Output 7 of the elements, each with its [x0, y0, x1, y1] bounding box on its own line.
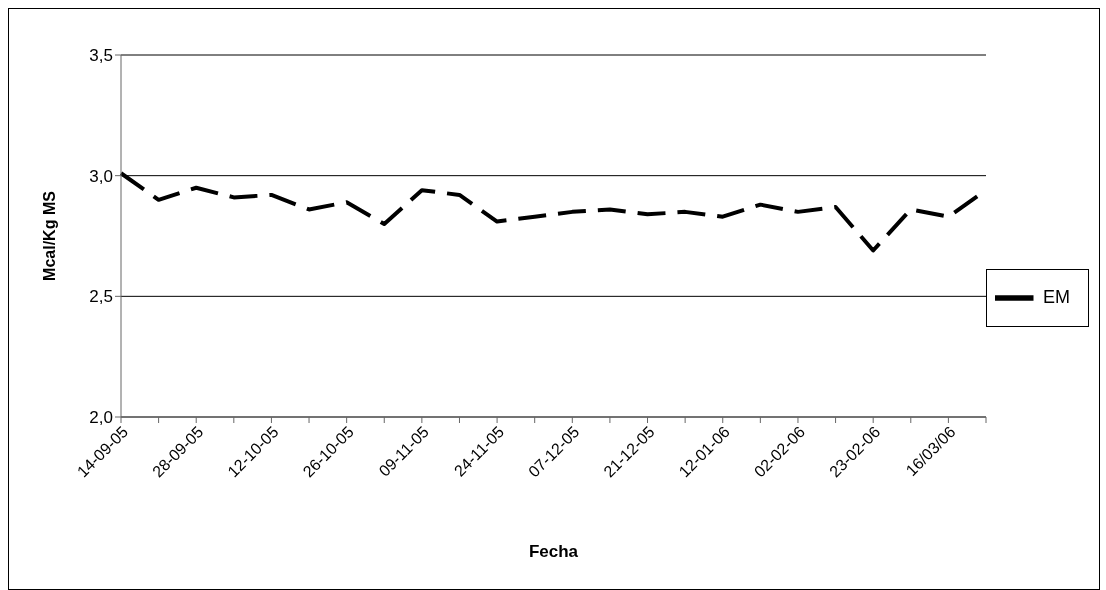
y-axis-title: Mcal/Kg MS [40, 190, 58, 281]
y-tick-label: 2,5 [89, 287, 113, 307]
legend-label: EM [1043, 286, 1070, 307]
y-tick-label: 2,0 [89, 408, 113, 428]
x-axis-title: Fecha [528, 542, 579, 561]
y-tick-label: 3,5 [89, 46, 113, 66]
y-tick-label: 3,0 [89, 166, 113, 186]
